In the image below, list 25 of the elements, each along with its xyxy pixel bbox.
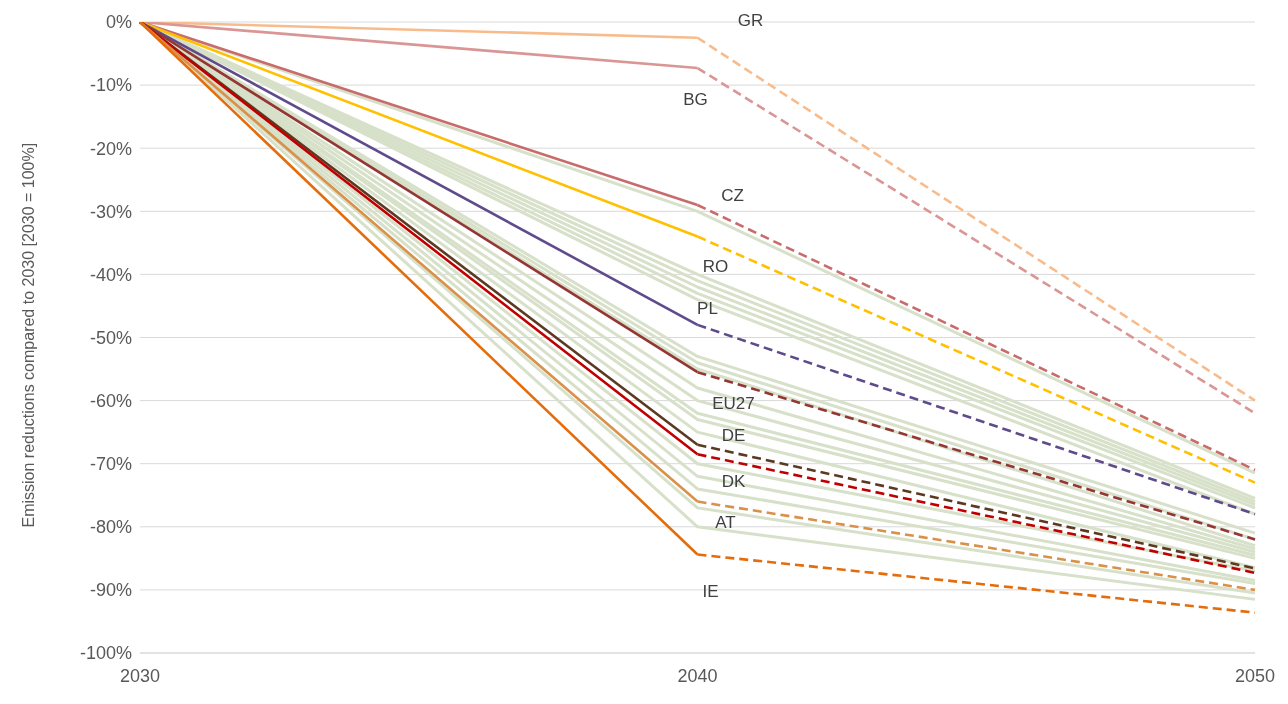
y-tick-label: -60% [89,390,132,411]
x-tick-label: 2030 [119,665,161,686]
x-tick-label: 2040 [677,665,718,686]
y-tick-label: -50% [89,327,132,348]
y-tick-label: -40% [89,264,132,285]
y-tick-label: 0% [105,12,132,33]
y-axis-title: Emission reductions compared to 2030 [2030 = 100%] [19,142,37,528]
y-tick-label: -10% [89,75,132,96]
series-label: IE [702,582,719,602]
y-tick-label: -30% [89,201,132,222]
series-label: DE [721,426,746,446]
series-label: CZ [721,186,744,206]
y-tick-label: -80% [89,517,132,538]
series-label: BG [683,89,708,109]
series-label: DK [721,471,746,491]
x-tick-label: 2050 [1234,665,1276,686]
series-label: EU27 [712,393,755,413]
series-label: PL [697,299,718,319]
y-tick-label: -70% [89,454,132,475]
y-tick-label: -100% [79,643,132,664]
y-tick-label: -90% [89,580,132,601]
y-tick-label: -20% [89,138,132,159]
series-label: RO [702,257,729,277]
series-label: AT [715,513,736,533]
text: GR [737,11,764,31]
